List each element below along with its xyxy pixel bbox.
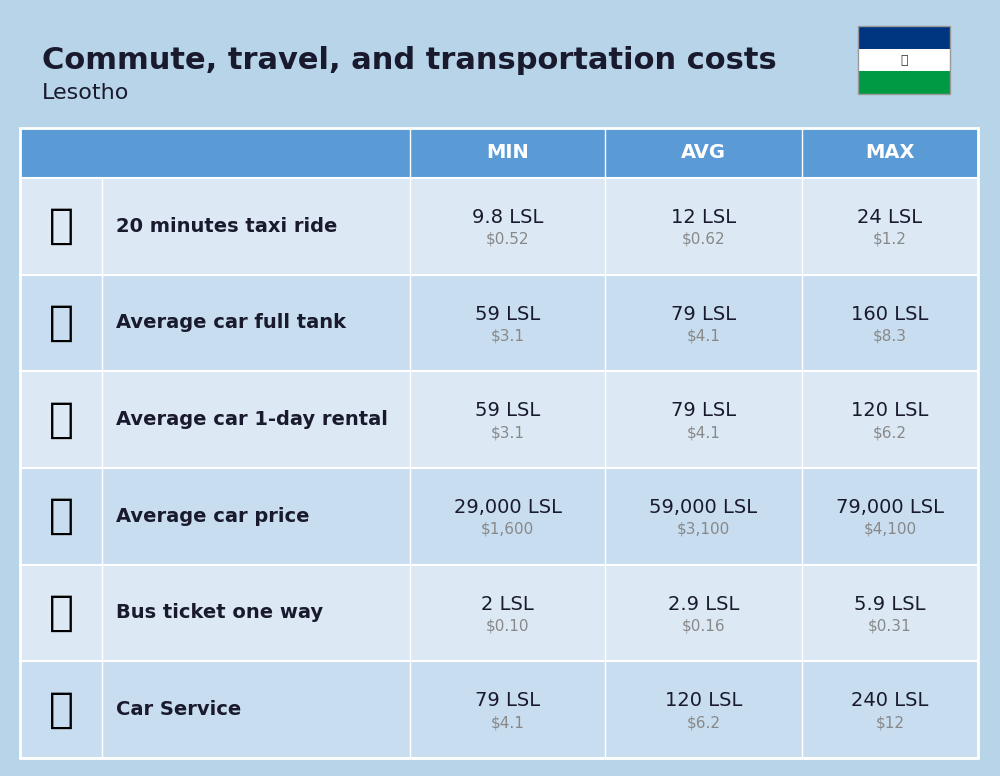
Text: Car Service: Car Service <box>116 700 241 719</box>
Text: 59 LSL: 59 LSL <box>475 304 540 324</box>
Text: 20 minutes taxi ride: 20 minutes taxi ride <box>116 217 337 236</box>
Text: 79 LSL: 79 LSL <box>671 401 736 420</box>
Text: $4.1: $4.1 <box>687 328 720 344</box>
Text: 2.9 LSL: 2.9 LSL <box>668 594 739 614</box>
Text: ⛽: ⛽ <box>48 302 74 344</box>
Bar <box>20 661 978 758</box>
Bar <box>20 128 978 758</box>
Text: Average car 1-day rental: Average car 1-day rental <box>116 411 388 429</box>
Text: 24 LSL: 24 LSL <box>857 208 923 227</box>
Text: MIN: MIN <box>486 144 529 162</box>
Bar <box>20 468 978 565</box>
Text: $1.2: $1.2 <box>873 232 907 247</box>
Text: $4,100: $4,100 <box>863 521 917 537</box>
Bar <box>858 49 950 71</box>
Text: $0.16: $0.16 <box>682 618 725 633</box>
Text: Bus ticket one way: Bus ticket one way <box>116 604 323 622</box>
Text: 12 LSL: 12 LSL <box>671 208 736 227</box>
Text: 🚕: 🚕 <box>48 206 74 248</box>
Text: $6.2: $6.2 <box>686 715 720 730</box>
Bar <box>20 178 978 275</box>
Text: 79 LSL: 79 LSL <box>671 304 736 324</box>
Text: 🛠: 🛠 <box>48 688 74 731</box>
Text: $3.1: $3.1 <box>490 425 524 440</box>
Text: 79 LSL: 79 LSL <box>475 691 540 710</box>
Text: 2 LSL: 2 LSL <box>481 594 534 614</box>
Bar <box>20 372 978 468</box>
Bar <box>20 275 978 372</box>
Text: 120 LSL: 120 LSL <box>665 691 742 710</box>
Text: ⛰: ⛰ <box>900 54 908 67</box>
Text: 160 LSL: 160 LSL <box>851 304 929 324</box>
Text: 🚗: 🚗 <box>48 495 74 537</box>
Text: 29,000 LSL: 29,000 LSL <box>454 498 562 517</box>
Text: 79,000 LSL: 79,000 LSL <box>836 498 944 517</box>
Text: $12: $12 <box>876 715 904 730</box>
Text: 240 LSL: 240 LSL <box>851 691 929 710</box>
Text: $8.3: $8.3 <box>873 328 907 344</box>
Text: $0.52: $0.52 <box>486 232 529 247</box>
Bar <box>20 565 978 661</box>
Text: AVG: AVG <box>681 144 726 162</box>
Bar <box>858 71 950 94</box>
Text: 🚌: 🚌 <box>48 592 74 634</box>
Text: $4.1: $4.1 <box>687 425 720 440</box>
Text: 120 LSL: 120 LSL <box>851 401 929 420</box>
Text: 5.9 LSL: 5.9 LSL <box>854 594 926 614</box>
Text: $0.31: $0.31 <box>868 618 912 633</box>
Text: $4.1: $4.1 <box>491 715 524 730</box>
Text: $1,600: $1,600 <box>481 521 534 537</box>
Text: Average car full tank: Average car full tank <box>116 314 346 332</box>
Bar <box>858 26 950 94</box>
Text: MAX: MAX <box>865 144 915 162</box>
Text: $0.62: $0.62 <box>682 232 725 247</box>
Text: $3,100: $3,100 <box>677 521 730 537</box>
Text: $3.1: $3.1 <box>490 328 524 344</box>
Text: 9.8 LSL: 9.8 LSL <box>472 208 543 227</box>
Text: 🚙: 🚙 <box>48 399 74 441</box>
Text: $6.2: $6.2 <box>873 425 907 440</box>
Text: 59 LSL: 59 LSL <box>475 401 540 420</box>
Bar <box>20 128 978 178</box>
Text: Lesotho: Lesotho <box>42 83 129 103</box>
Text: Average car price: Average car price <box>116 507 310 526</box>
Text: Commute, travel, and transportation costs: Commute, travel, and transportation cost… <box>42 46 777 75</box>
Bar <box>858 26 950 49</box>
Text: 59,000 LSL: 59,000 LSL <box>649 498 758 517</box>
Text: $0.10: $0.10 <box>486 618 529 633</box>
